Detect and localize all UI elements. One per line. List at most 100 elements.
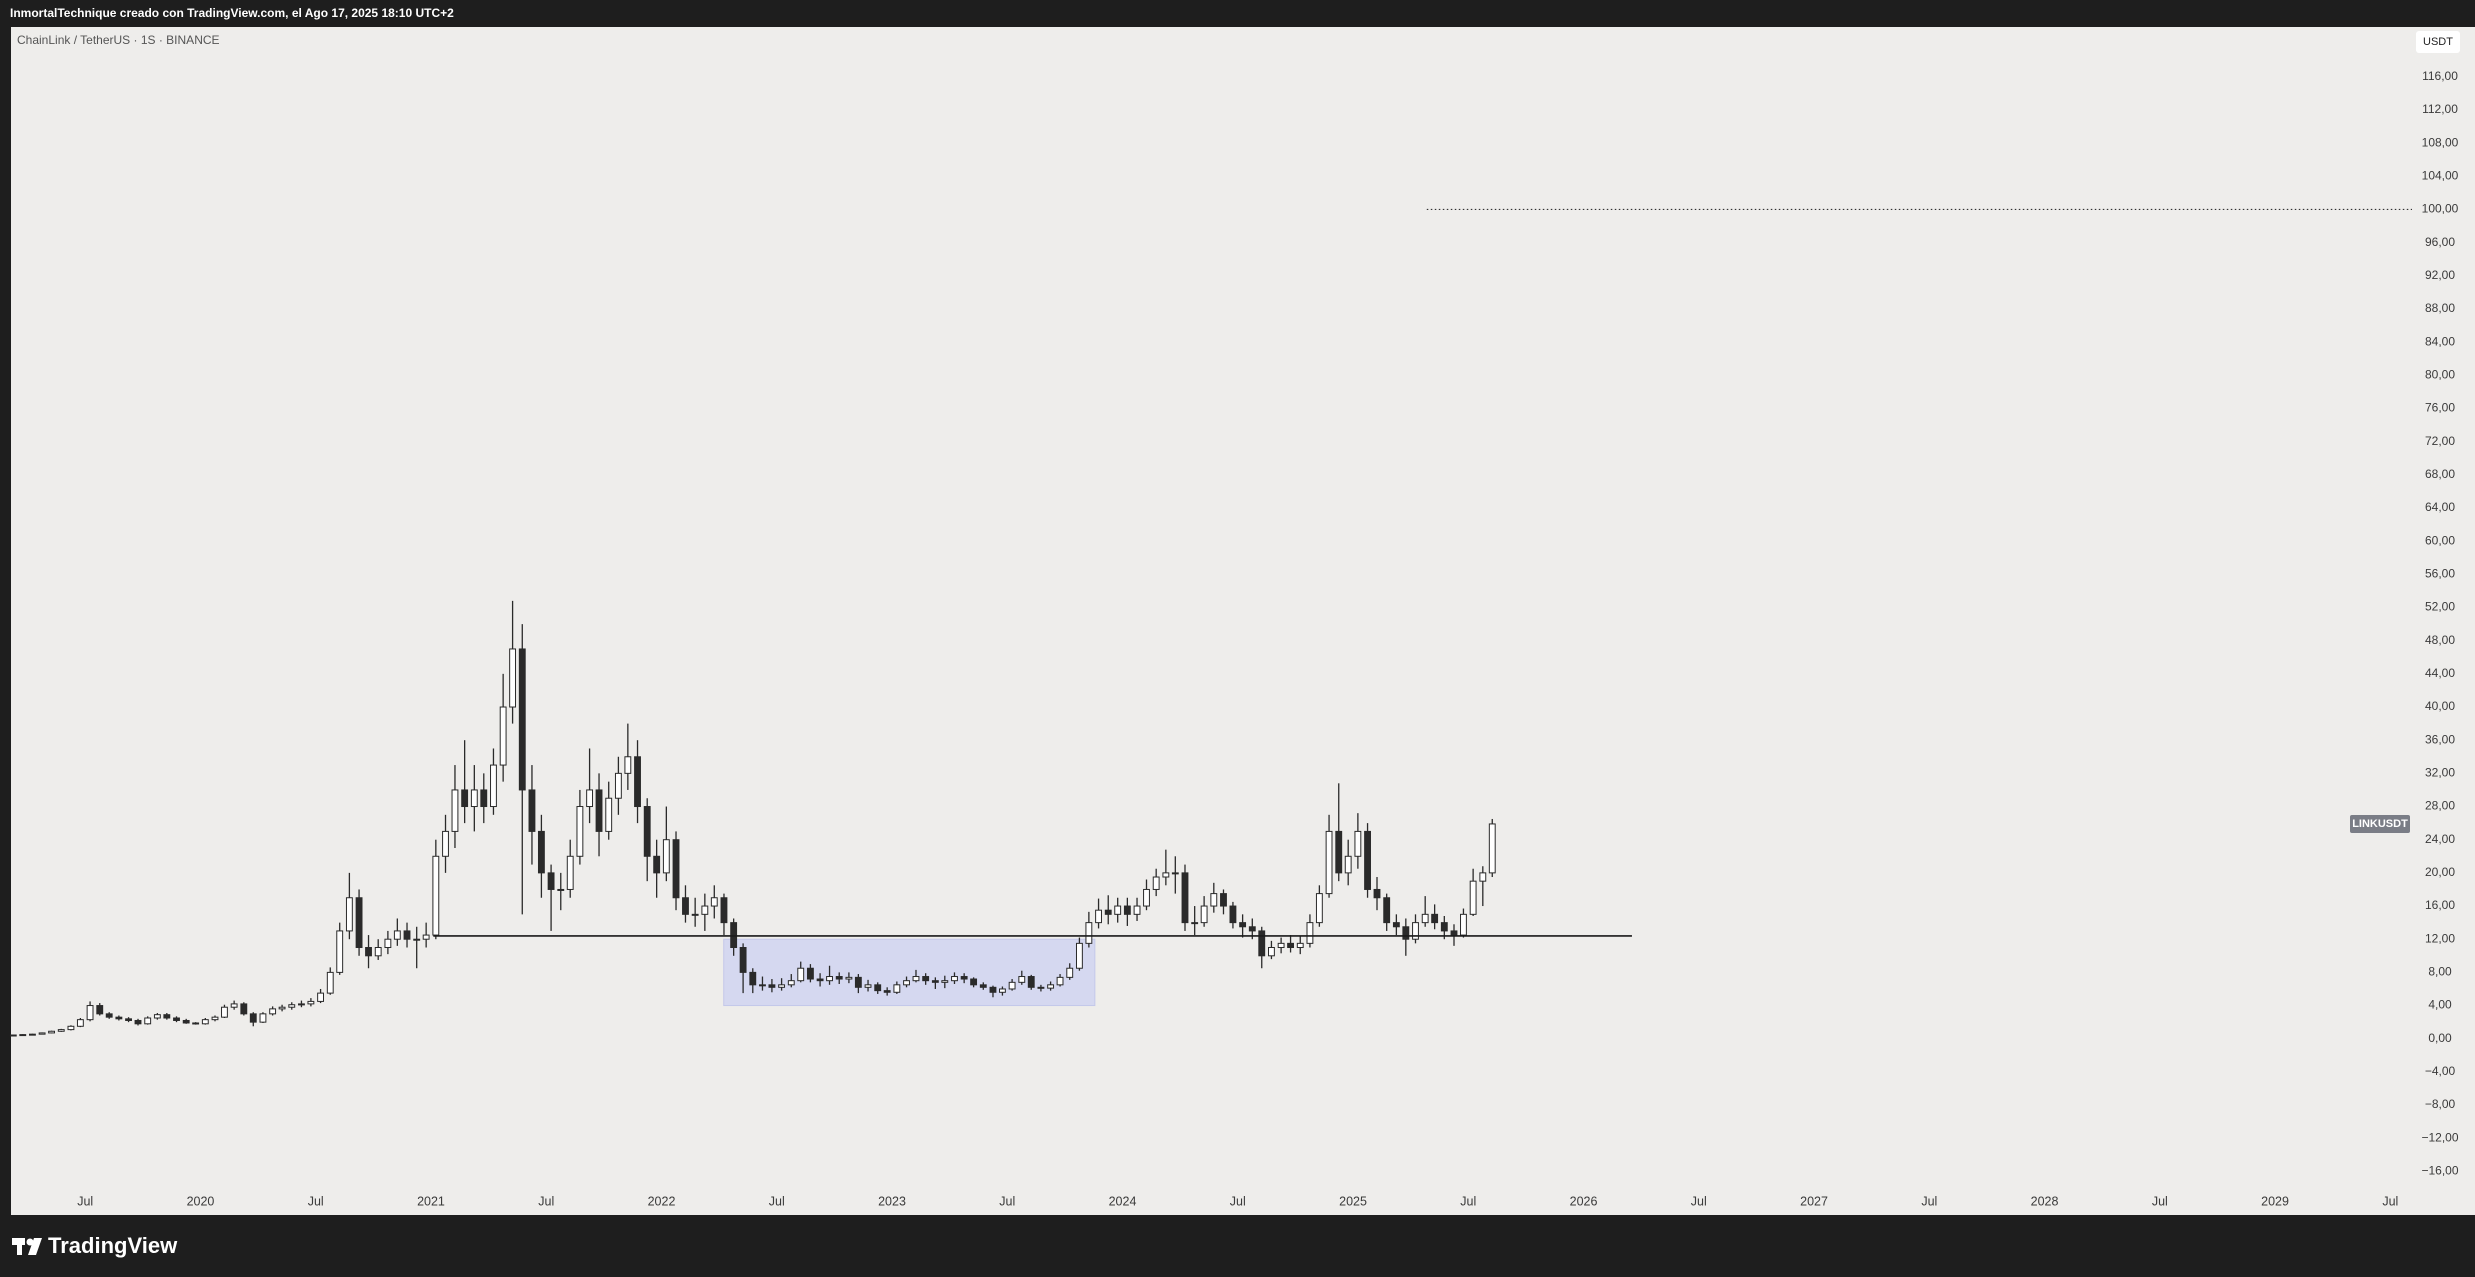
logo-stem[interactable] — [17, 1238, 22, 1255]
zone-rectangle — [723, 938, 1096, 1007]
candle-body — [1143, 888, 1150, 907]
candle-body — [691, 913, 699, 916]
candle-body — [249, 1013, 257, 1023]
candle-body — [806, 967, 814, 980]
candle-body — [211, 1016, 219, 1021]
x-tick-label: Jul — [769, 1194, 785, 1208]
y-tick-label: 104,00 — [2422, 168, 2459, 182]
candle-body — [1133, 905, 1141, 915]
x-tick-label: Jul — [1691, 1194, 1707, 1208]
candle-body — [163, 1014, 171, 1019]
candle-body — [259, 1013, 267, 1023]
candle-body — [57, 1029, 65, 1032]
candle-body — [883, 990, 891, 993]
candle-body — [624, 756, 632, 774]
candle-body — [1008, 981, 1016, 990]
candle-body — [1402, 926, 1410, 940]
y-tick-label: 16,00 — [2425, 898, 2455, 912]
candle-body — [192, 1022, 200, 1025]
candle-body — [653, 855, 661, 874]
candle-body — [345, 897, 353, 932]
candle-body — [720, 897, 728, 924]
candle-body — [105, 1013, 113, 1018]
candle-body — [547, 872, 555, 890]
candle-body — [1421, 913, 1429, 924]
candle-body — [278, 1006, 286, 1010]
candle-body — [29, 1033, 36, 1036]
candle-body — [1479, 872, 1487, 882]
candle-body — [989, 986, 997, 993]
x-tick-label: Jul — [77, 1194, 93, 1208]
candle-body — [557, 888, 565, 891]
candle-body — [682, 897, 689, 915]
candle-body — [1095, 909, 1102, 924]
candle-body — [230, 1003, 238, 1008]
candle-body — [1047, 984, 1055, 989]
candle-body — [1027, 976, 1035, 988]
x-tick-label: Jul — [308, 1194, 324, 1208]
y-tick-label: 68,00 — [2425, 467, 2455, 481]
x-tick-label: 2025 — [1339, 1194, 1367, 1208]
candle-body — [470, 789, 478, 808]
candle-body — [970, 978, 978, 986]
candle-body — [499, 706, 507, 766]
candle-body — [912, 976, 920, 982]
candle-body — [1335, 830, 1343, 874]
x-tick-label: 2027 — [1800, 1194, 1828, 1208]
symbol-title[interactable]: ChainLink / TetherUS · 1S · BINANCE — [17, 33, 220, 47]
x-tick-label: 2029 — [2261, 1194, 2289, 1208]
candle-body — [787, 980, 795, 986]
candle-body — [951, 976, 958, 982]
y-tick-label: 56,00 — [2425, 567, 2455, 581]
logo-slant[interactable] — [28, 1238, 42, 1255]
candle-body — [393, 930, 401, 940]
candle-body — [1258, 930, 1266, 957]
tradingview-logo[interactable]: TradingView — [12, 1233, 178, 1258]
candle-body — [759, 984, 766, 987]
candle-body — [1315, 893, 1323, 924]
candle-body — [326, 971, 334, 994]
y-tick-label: −4,00 — [2425, 1064, 2456, 1078]
candle-body — [1450, 930, 1458, 936]
candle-body — [778, 984, 786, 988]
candle-body — [605, 797, 613, 832]
y-tick-label: 44,00 — [2425, 666, 2455, 680]
candle-body — [1075, 942, 1083, 969]
candle-body — [307, 1000, 315, 1005]
candle-body — [1171, 872, 1179, 875]
candle-body — [298, 1003, 305, 1006]
y-tick-label: 24,00 — [2425, 832, 2455, 846]
candle-body — [451, 789, 459, 832]
currency-box[interactable] — [2416, 31, 2460, 53]
candle-body — [1373, 888, 1381, 899]
candle-body — [960, 976, 968, 980]
x-tick-label: 2022 — [648, 1194, 676, 1208]
y-tick-label: 32,00 — [2425, 766, 2455, 780]
x-tick-label: 2028 — [2031, 1194, 2059, 1208]
candle-body — [845, 976, 853, 980]
candle-body — [442, 830, 449, 857]
candle-body — [941, 980, 949, 983]
candle-body — [182, 1019, 190, 1024]
candle-body — [1354, 830, 1362, 857]
candle-body — [1220, 893, 1227, 907]
candle-body — [144, 1017, 152, 1025]
candle-body — [336, 930, 344, 973]
candle-body — [403, 930, 411, 940]
currency-label[interactable]: USDT — [2423, 36, 2453, 48]
candle-body — [1268, 947, 1275, 957]
candle-body — [537, 830, 545, 874]
logo-dot[interactable] — [26, 1238, 34, 1246]
candle-body — [1066, 967, 1074, 978]
chart-pane — [11, 27, 2475, 1215]
candle-body — [490, 764, 497, 808]
candle-body — [317, 992, 325, 1002]
logo-text[interactable]: TradingView — [48, 1233, 178, 1258]
candle-body — [874, 984, 882, 992]
candle-body — [1210, 893, 1218, 907]
candle-body — [38, 1032, 46, 1035]
candle-body — [1306, 922, 1314, 944]
candle-body — [1229, 905, 1237, 924]
candle-body — [480, 789, 488, 808]
